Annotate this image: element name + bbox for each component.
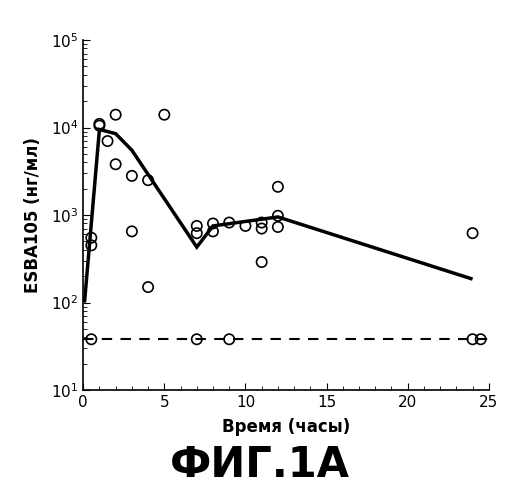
X-axis label: Время (часы): Время (часы) xyxy=(222,418,350,436)
Point xyxy=(111,160,120,168)
Point xyxy=(241,222,250,230)
Text: ФИГ.1А: ФИГ.1А xyxy=(170,444,350,486)
Point xyxy=(144,283,152,291)
Y-axis label: ESBA105 (нг/мл): ESBA105 (нг/мл) xyxy=(24,137,42,293)
Point xyxy=(469,229,477,237)
Point xyxy=(225,336,233,344)
Point xyxy=(274,183,282,191)
Point xyxy=(192,229,201,237)
Point xyxy=(476,336,485,344)
Point xyxy=(87,336,96,344)
Point xyxy=(257,224,266,232)
Point xyxy=(274,223,282,231)
Point xyxy=(209,220,217,228)
Point xyxy=(128,172,136,180)
Point xyxy=(257,218,266,226)
Point xyxy=(257,258,266,266)
Point xyxy=(95,120,103,128)
Point xyxy=(225,218,233,226)
Point xyxy=(160,110,168,118)
Point xyxy=(103,137,112,145)
Point xyxy=(192,336,201,344)
Point xyxy=(274,212,282,220)
Point xyxy=(192,222,201,230)
Point xyxy=(469,336,477,344)
Point xyxy=(87,242,96,250)
Point xyxy=(111,110,120,118)
Point xyxy=(128,228,136,235)
Point xyxy=(144,176,152,184)
Point xyxy=(95,122,103,130)
Point xyxy=(209,228,217,235)
Point xyxy=(87,234,96,241)
